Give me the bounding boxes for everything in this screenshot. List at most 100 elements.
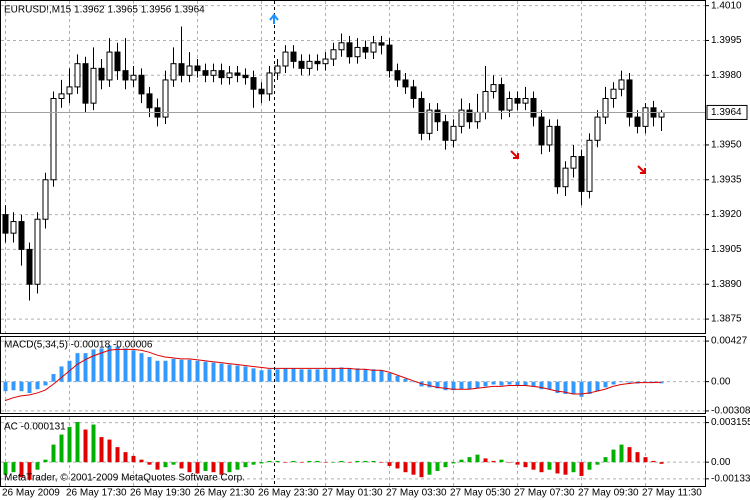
histogram-bar bbox=[363, 369, 368, 382]
candle-body bbox=[10, 221, 17, 234]
histogram-bar bbox=[99, 437, 104, 463]
histogram-bar bbox=[339, 367, 344, 382]
histogram-bar bbox=[59, 434, 64, 463]
histogram-bar bbox=[59, 366, 64, 382]
histogram-bar bbox=[227, 462, 232, 473]
histogram-bar bbox=[27, 381, 32, 394]
histogram-bar bbox=[371, 460, 376, 463]
main-title: EURUSD!,M15 1.3962 1.3965 1.3956 1.3964 bbox=[4, 5, 205, 16]
plot-layer bbox=[1, 1, 705, 486]
histogram-bar bbox=[587, 381, 592, 394]
histogram-bar bbox=[531, 381, 536, 387]
histogram-bar bbox=[467, 457, 472, 463]
histogram-bar bbox=[579, 462, 584, 476]
histogram-bar bbox=[555, 462, 560, 474]
candle-body bbox=[402, 79, 409, 88]
histogram-bar bbox=[611, 381, 616, 385]
candle-body bbox=[234, 72, 241, 76]
histogram-bar bbox=[595, 381, 600, 392]
histogram-bar bbox=[43, 459, 48, 463]
histogram-bar bbox=[659, 462, 664, 464]
histogram-bar bbox=[499, 381, 504, 386]
histogram-bar bbox=[355, 460, 360, 463]
histogram-bar bbox=[67, 427, 72, 463]
x-tick-label: 27 May 05:30 bbox=[450, 488, 511, 499]
histogram-bar bbox=[627, 381, 632, 383]
candle-body bbox=[498, 84, 505, 111]
candle-body bbox=[258, 88, 265, 95]
candle-body bbox=[146, 93, 153, 109]
histogram-bar bbox=[283, 462, 288, 463]
histogram-bar bbox=[587, 462, 592, 470]
candle-body bbox=[202, 70, 209, 76]
y-tick-label: 1.3935 bbox=[711, 174, 742, 185]
histogram-bar bbox=[83, 429, 88, 463]
candle-body bbox=[274, 65, 281, 74]
candle-body bbox=[98, 67, 105, 81]
histogram-bar bbox=[171, 358, 176, 382]
candle-body bbox=[522, 98, 529, 104]
histogram-bar bbox=[435, 462, 440, 471]
candle-body bbox=[2, 214, 9, 234]
candle-body bbox=[210, 70, 217, 76]
histogram-bar bbox=[163, 462, 168, 468]
y-tick-label: 1.3980 bbox=[711, 70, 742, 81]
candle-body bbox=[386, 44, 393, 72]
histogram-bar bbox=[475, 454, 480, 463]
histogram-bar bbox=[179, 359, 184, 382]
candle-body bbox=[178, 63, 185, 76]
histogram-bar bbox=[323, 462, 328, 463]
candle-body bbox=[586, 139, 593, 192]
candle-body bbox=[538, 116, 545, 146]
histogram-bar bbox=[11, 462, 16, 473]
x-tick-label: 26 May 19:30 bbox=[130, 488, 191, 499]
histogram-bar bbox=[195, 462, 200, 474]
y-tick-label: 1.3995 bbox=[711, 35, 742, 46]
histogram-bar bbox=[11, 381, 16, 391]
histogram-bar bbox=[115, 346, 120, 382]
histogram-bar bbox=[347, 368, 352, 382]
candle-body bbox=[42, 179, 49, 220]
candle-body bbox=[570, 156, 577, 169]
candle-body bbox=[34, 218, 41, 285]
y-tick-label: 0.00427 bbox=[711, 336, 748, 347]
histogram-bar bbox=[339, 460, 344, 463]
candle-body bbox=[106, 51, 113, 81]
histogram-bar bbox=[507, 381, 512, 385]
histogram-bar bbox=[603, 381, 608, 388]
candle-body bbox=[218, 70, 225, 79]
histogram-bar bbox=[203, 462, 208, 471]
candle-body bbox=[298, 60, 305, 69]
histogram-bar bbox=[563, 462, 568, 475]
histogram-bar bbox=[627, 447, 632, 463]
histogram-bar bbox=[259, 462, 264, 464]
candle-body bbox=[658, 111, 665, 118]
histogram-bar bbox=[155, 462, 160, 470]
histogram-bar bbox=[483, 381, 488, 387]
histogram-bar bbox=[387, 462, 392, 466]
main-panel-frame bbox=[0, 0, 706, 334]
current-price-label: 1.3964 bbox=[711, 107, 742, 118]
y-tick-label: 0.00 bbox=[711, 457, 731, 468]
x-tick-label: 27 May 01:30 bbox=[322, 488, 383, 499]
histogram-bar bbox=[267, 369, 272, 382]
histogram-bar bbox=[243, 366, 248, 382]
histogram-bar bbox=[275, 460, 280, 463]
x-tick-label: 26 May 23:30 bbox=[258, 488, 319, 499]
histogram-bar bbox=[443, 462, 448, 468]
histogram-bar bbox=[603, 457, 608, 463]
candle-body bbox=[426, 109, 433, 134]
histogram-bar bbox=[251, 368, 256, 382]
histogram-bar bbox=[403, 378, 408, 382]
histogram-bar bbox=[619, 381, 624, 383]
histogram-bar bbox=[291, 368, 296, 382]
histogram-bar bbox=[147, 462, 152, 465]
histogram-bar bbox=[331, 368, 336, 382]
candle-body bbox=[378, 42, 385, 46]
histogram-bar bbox=[3, 381, 8, 392]
histogram-bar bbox=[171, 462, 176, 465]
histogram-bar bbox=[243, 462, 248, 468]
candle-body bbox=[330, 49, 337, 60]
histogram-bar bbox=[563, 381, 568, 394]
histogram-bar bbox=[467, 381, 472, 390]
